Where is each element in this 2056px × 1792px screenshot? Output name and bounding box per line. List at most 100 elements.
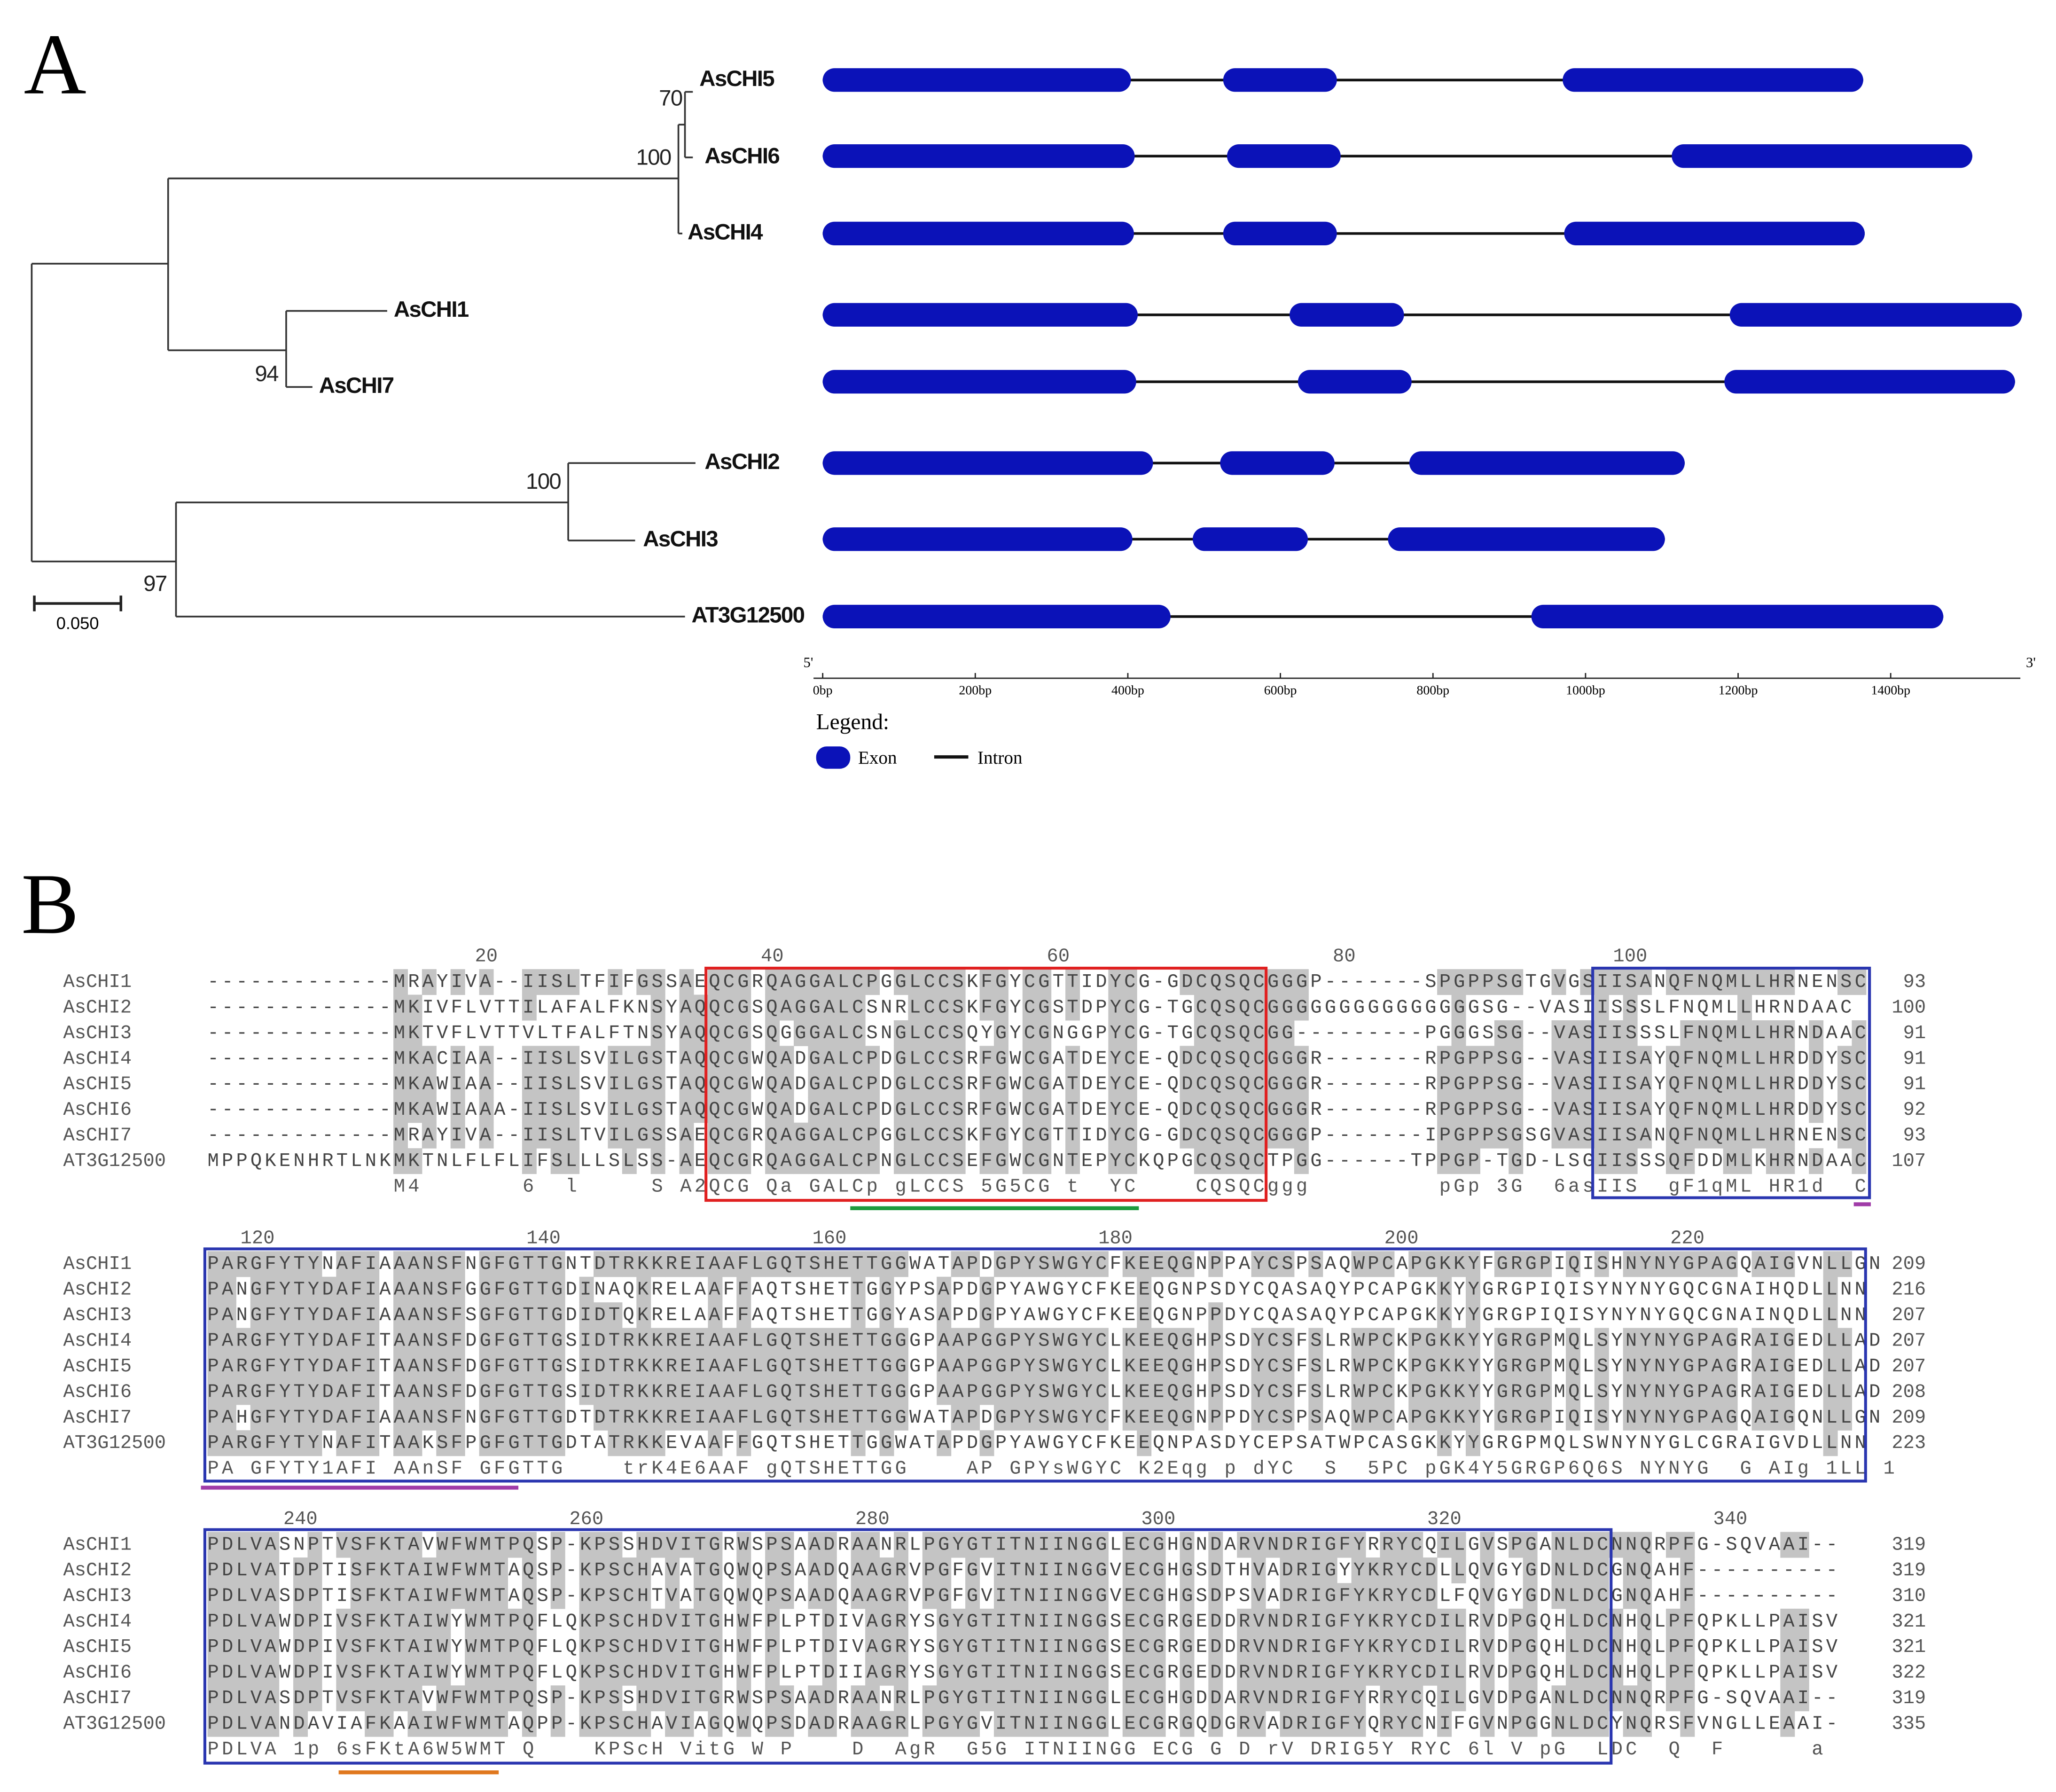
conserved-shade	[1609, 1020, 1624, 1046]
conserved-shade	[779, 994, 794, 1021]
conserved-shade	[1351, 1557, 1366, 1584]
conserved-shade	[1537, 1379, 1552, 1405]
conserved-shade	[622, 1097, 637, 1123]
conserved-shade	[1437, 1430, 1452, 1456]
conserved-shade	[851, 1046, 866, 1072]
conserved-shade	[1509, 1251, 1524, 1277]
conserved-shade	[636, 1711, 651, 1737]
conserved-shade	[822, 994, 837, 1021]
conserved-shade	[479, 1328, 494, 1354]
conserved-shade	[1665, 1251, 1681, 1277]
conserved-shade	[565, 1122, 580, 1149]
conserved-shade	[1151, 1659, 1166, 1686]
conserved-shade	[1437, 1404, 1452, 1431]
conserved-shade	[1637, 1659, 1652, 1686]
conserved-shade	[550, 1353, 565, 1379]
conserved-shade	[622, 1557, 637, 1584]
conserved-shade	[279, 1276, 294, 1303]
conserved-shade	[1051, 1608, 1066, 1635]
conserved-shade	[951, 1251, 966, 1277]
conserved-shade	[1665, 1685, 1681, 1712]
conserved-shade	[1294, 1532, 1309, 1558]
conserved-shade	[1623, 1328, 1638, 1354]
conserved-shade	[1780, 1097, 1795, 1123]
conserved-shade	[622, 1711, 637, 1737]
residue-count: 322	[1892, 1662, 1926, 1684]
legend-exon-swatch	[816, 746, 851, 769]
conserved-shade	[1137, 1430, 1152, 1456]
conserved-shade	[436, 1685, 451, 1712]
conserved-shade	[893, 1122, 908, 1149]
conserved-shade	[365, 1608, 380, 1635]
conserved-shade	[1594, 1634, 1609, 1660]
conserved-shade	[937, 1532, 952, 1558]
conserved-shade	[1194, 1071, 1209, 1097]
conserved-shade	[236, 1430, 251, 1456]
conserved-shade	[1180, 1046, 1195, 1072]
conserved-shade	[1780, 1046, 1795, 1072]
conserved-shade	[1151, 1685, 1166, 1712]
conserved-shade	[250, 1404, 265, 1431]
conserved-shade	[1680, 1532, 1695, 1558]
conserved-shade	[1509, 1685, 1524, 1712]
conserved-shade	[1451, 1020, 1466, 1046]
conserved-shade	[865, 1148, 880, 1174]
conserved-shade	[1237, 1148, 1252, 1174]
conserved-shade	[951, 1659, 966, 1686]
conserved-shade	[279, 1302, 294, 1329]
conserved-shade	[522, 1328, 537, 1354]
conserved-shade	[1623, 1379, 1638, 1405]
conserved-shade	[1251, 1251, 1266, 1277]
conserved-shade	[393, 1251, 408, 1277]
legend-title: Legend:	[816, 710, 889, 735]
conserved-shade	[1065, 1379, 1080, 1405]
conserved-shade	[221, 1251, 236, 1277]
conserved-shade	[1222, 1122, 1237, 1149]
conserved-shade	[1222, 994, 1237, 1021]
conserved-shade	[422, 1711, 437, 1737]
conserved-shade	[436, 1276, 451, 1303]
conserved-shade	[665, 1532, 680, 1558]
conserved-shade	[708, 994, 723, 1021]
conserved-shade	[779, 1071, 794, 1097]
leaf-label: AsCHI6	[704, 143, 779, 168]
conserved-shade	[450, 1097, 465, 1123]
conserved-shade	[1709, 1097, 1724, 1123]
exon	[822, 527, 1133, 551]
conserved-shade	[1594, 1711, 1609, 1737]
column-number: 100	[1613, 946, 1647, 968]
conserved-shade	[836, 1148, 852, 1174]
conserved-shade	[450, 1430, 465, 1456]
conserved-shade	[1737, 1097, 1752, 1123]
conserved-shade	[1665, 1608, 1681, 1635]
conserved-shade	[479, 1557, 494, 1584]
exon	[1220, 451, 1335, 475]
conserved-shade	[736, 1583, 751, 1609]
conserved-shade	[937, 1071, 952, 1097]
conserved-shade	[307, 1608, 322, 1635]
conserved-shade	[1480, 1097, 1495, 1123]
conserved-shade	[1294, 1711, 1309, 1737]
conserved-shade	[1408, 1634, 1423, 1660]
conserved-shade	[965, 1634, 980, 1660]
conserved-shade	[479, 969, 494, 995]
conserved-shade	[1180, 1122, 1195, 1149]
conserved-shade	[822, 1659, 837, 1686]
conserved-shade	[1437, 1276, 1452, 1303]
conserved-shade	[522, 1071, 537, 1097]
conserved-shade	[765, 1532, 780, 1558]
column-number: 160	[813, 1228, 847, 1250]
conserved-shade	[851, 1379, 866, 1405]
exon	[1227, 144, 1341, 168]
conserved-shade	[1022, 1659, 1037, 1686]
conserved-shade	[679, 1046, 694, 1072]
conserved-shade	[693, 1328, 708, 1354]
conserved-shade	[479, 1404, 494, 1431]
conserved-shade	[1022, 1583, 1037, 1609]
conserved-shade	[1251, 1122, 1266, 1149]
conserved-shade	[1623, 1353, 1638, 1379]
conserved-shade	[979, 1634, 994, 1660]
conserved-shade	[407, 1251, 422, 1277]
conserved-shade	[350, 1328, 365, 1354]
conserved-shade	[1565, 1122, 1580, 1149]
